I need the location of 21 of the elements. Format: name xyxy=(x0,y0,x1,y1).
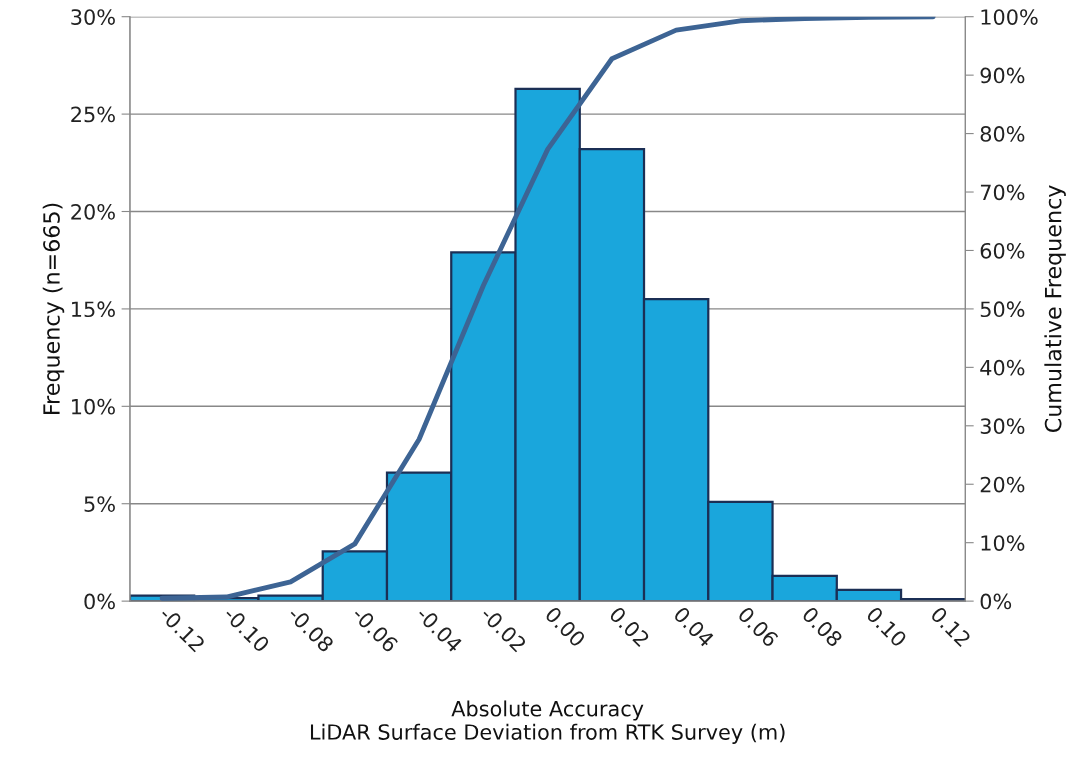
x-axis-title: Absolute Accuracy LiDAR Surface Deviation from RTK Survey (m) xyxy=(310,700,785,744)
y-tick-label: 0% xyxy=(84,593,115,610)
y-tick-label: 15% xyxy=(72,301,115,318)
y-axis-title: Frequency (n=665) xyxy=(42,203,65,414)
y2-tick-label: 80% xyxy=(980,126,1025,142)
y2-tick-label: 10% xyxy=(981,535,1025,551)
y2-axis-title: Cumulative Frequency xyxy=(1044,185,1066,433)
y2-tick-label: 20% xyxy=(980,476,1025,493)
y-tick-label: 5% xyxy=(84,496,115,512)
y-tick-label: 10% xyxy=(72,398,115,415)
y2-tick-label: 40% xyxy=(980,359,1025,376)
y-tick-label: 25% xyxy=(71,106,115,123)
y2-tick-label: 70% xyxy=(980,184,1025,201)
y2-tick-label: 100% xyxy=(981,9,1038,25)
y2-tick-label: 30% xyxy=(980,418,1025,435)
y2-tick-label: 60% xyxy=(980,242,1025,259)
y2-tick-label: 50% xyxy=(980,301,1025,318)
y-tick-label: 30% xyxy=(71,9,115,25)
y2-tick-label: 0% xyxy=(980,593,1012,610)
y2-tick-label: 90% xyxy=(980,67,1025,84)
y-tick-label: 20% xyxy=(71,203,115,220)
